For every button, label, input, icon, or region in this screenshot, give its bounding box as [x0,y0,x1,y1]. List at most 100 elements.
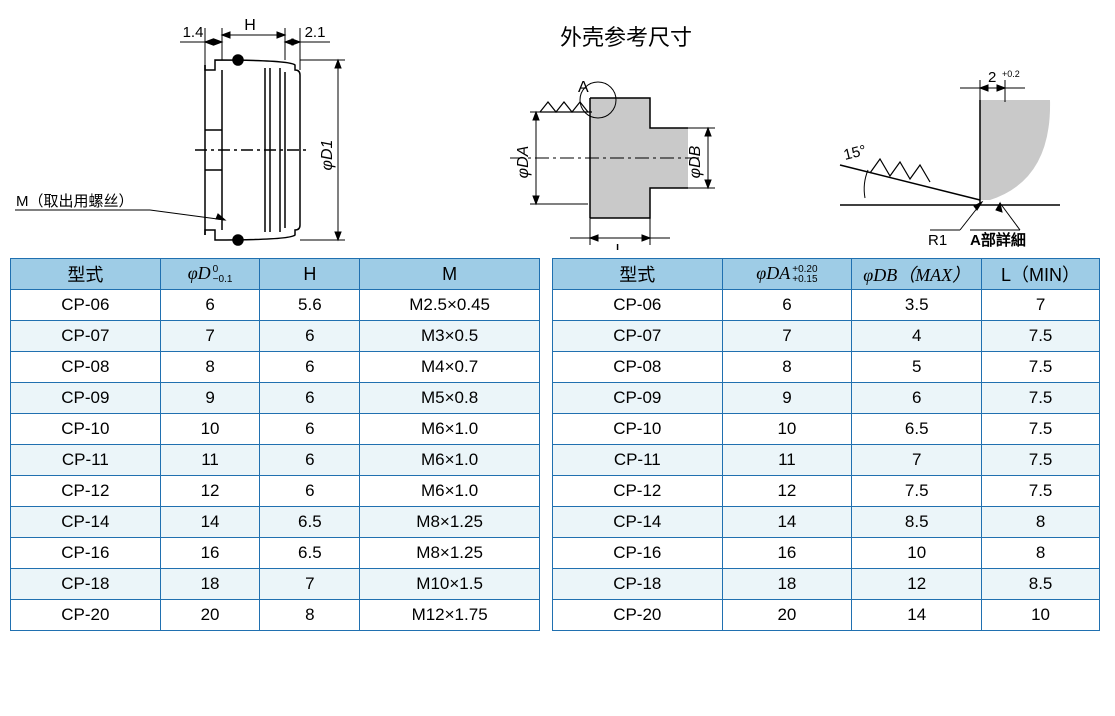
table-cell: CP-10 [553,414,723,445]
table-cell: M10×1.5 [360,569,540,600]
table-cell: 14 [722,507,852,538]
table-cell: 8 [982,507,1100,538]
label-2: 2 [988,69,996,86]
table-cell: M8×1.25 [360,538,540,569]
table-cell: CP-18 [553,569,723,600]
table-cell: 7.5 [982,352,1100,383]
t1-h1: φD0−0.1 [160,259,260,290]
table-cell: M5×0.8 [360,383,540,414]
table-cell: 6 [260,352,360,383]
table-cell: CP-07 [11,321,161,352]
table-cell: 6 [260,476,360,507]
label-14: 1.4 [183,24,204,41]
table-cell: CP-16 [553,538,723,569]
table-cell: CP-16 [11,538,161,569]
table-row: CP-111177.5 [553,445,1100,476]
table-cell: CP-09 [553,383,723,414]
table-row: CP-20208M12×1.75 [11,600,540,631]
table-cell: CP-10 [11,414,161,445]
table-cell: 6 [852,383,982,414]
table-dimensions: 型式 φD0−0.1 H M CP-0665.6M2.5×0.45CP-0776… [10,258,540,631]
table-cell: CP-06 [11,290,161,321]
table-cell: M4×0.7 [360,352,540,383]
table-cell: 12 [160,476,260,507]
table-row: CP-20201410 [553,600,1100,631]
table-cell: CP-06 [553,290,723,321]
table-cell: 6.5 [852,414,982,445]
table-row: CP-0886M4×0.7 [11,352,540,383]
table-cell: 6 [260,321,360,352]
label-db: φDB [687,145,704,178]
table-cell: 16 [722,538,852,569]
table-cell: M3×0.5 [360,321,540,352]
table-row: CP-11116M6×1.0 [11,445,540,476]
label-da: φDA [515,146,532,179]
label-21: 2.1 [305,24,326,41]
table-cell: CP-07 [553,321,723,352]
table-cell: 9 [160,383,260,414]
table-cell: 14 [160,507,260,538]
table-cell: 12 [852,569,982,600]
table-cell: CP-08 [11,352,161,383]
table-cell: 5 [852,352,982,383]
table-cell: 8 [982,538,1100,569]
table-cell: M2.5×0.45 [360,290,540,321]
table-cell: 6 [260,414,360,445]
table-cell: 10 [982,600,1100,631]
table-cell: 7.5 [852,476,982,507]
table-cell: CP-12 [553,476,723,507]
table-cell: 8 [722,352,852,383]
table-cell: 7 [852,445,982,476]
table-cell: 20 [722,600,852,631]
table-row: CP-0776M3×0.5 [11,321,540,352]
table-cell: 6.5 [260,507,360,538]
label-h: H [244,17,256,34]
table-cell: 18 [722,569,852,600]
table-row: CP-18187M10×1.5 [11,569,540,600]
diagram-left: H 1.4 2.1 [10,10,390,250]
table-row: CP-12127.57.5 [553,476,1100,507]
table-cell: 7.5 [982,476,1100,507]
label-d1: φD1 [319,140,336,171]
table-cell: 7.5 [982,321,1100,352]
table-row: CP-0663.57 [553,290,1100,321]
table-cell: 7.5 [982,445,1100,476]
table-cell: 10 [160,414,260,445]
table-cell: 8 [160,352,260,383]
label-15: 15° [842,142,868,164]
table-cell: 18 [160,569,260,600]
table-cell: M6×1.0 [360,476,540,507]
table-cell: CP-09 [11,383,161,414]
table-cell: 12 [722,476,852,507]
label-a: A [578,79,589,96]
t2-h2: φDB（MAX） [852,259,982,290]
diagram-right: 外壳参考尺寸 [390,10,1105,250]
label-m: M（取出用螺丝） [16,193,134,210]
table-cell: 5.6 [260,290,360,321]
table-cell: 11 [722,445,852,476]
table-cell: 7 [260,569,360,600]
table-cell: 3.5 [852,290,982,321]
table-row: CP-1616108 [553,538,1100,569]
table-row: CP-08857.5 [553,352,1100,383]
table-cell: M8×1.25 [360,507,540,538]
table-cell: CP-14 [11,507,161,538]
label-l: L [616,242,625,250]
table-row: CP-10106M6×1.0 [11,414,540,445]
label-r1: R1 [928,232,947,249]
table-cell: 6 [260,445,360,476]
table-row: CP-0996M5×0.8 [11,383,540,414]
table-cell: 4 [852,321,982,352]
table-cell: 6.5 [260,538,360,569]
table-cell: M6×1.0 [360,445,540,476]
t2-h1: φDA+0.20+0.15 [722,259,852,290]
t2-h3: L（MIN） [982,259,1100,290]
table-cell: CP-11 [553,445,723,476]
label-adetail: A部詳細 [970,231,1026,249]
table-cell: 8 [260,600,360,631]
table-cell: CP-20 [553,600,723,631]
t2-h0: 型式 [553,259,723,290]
table-cell: M12×1.75 [360,600,540,631]
table-cell: CP-18 [11,569,161,600]
table-cell: 8.5 [982,569,1100,600]
